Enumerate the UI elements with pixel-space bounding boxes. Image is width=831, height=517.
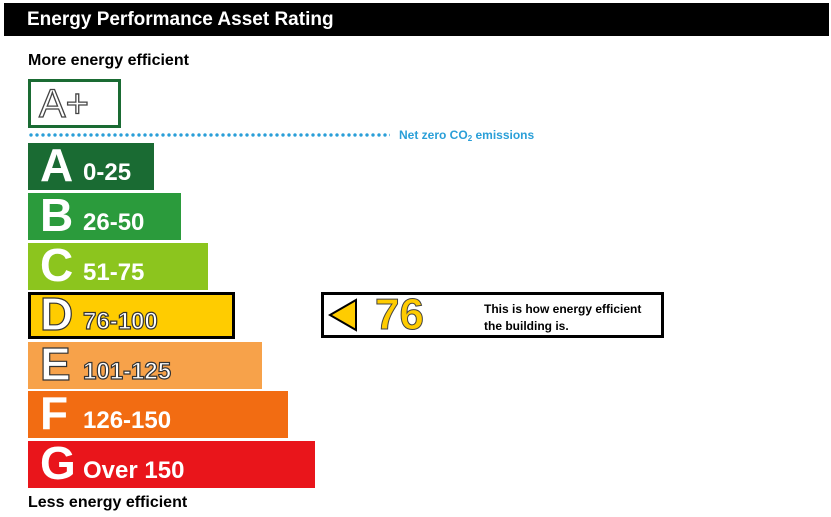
rating-score: 76 — [375, 290, 425, 339]
band-a: A 0-25 — [28, 139, 154, 191]
page-title: Energy Performance Asset Rating — [4, 3, 829, 36]
band-letter: C — [40, 239, 74, 291]
net-zero-label: Net zero CO2 emissions — [399, 128, 534, 143]
band-letter: E — [39, 338, 71, 390]
band-g: G Over 150 — [28, 437, 315, 489]
aplus-label: A+ — [38, 81, 90, 126]
band-range: 26-50 — [83, 209, 145, 236]
band-letter: F — [40, 387, 69, 439]
more-efficient-caption: More energy efficient — [28, 52, 189, 69]
band-range: 76-100 — [82, 307, 158, 335]
band-range: 0-25 — [83, 159, 132, 186]
net-zero-dotted-line — [28, 133, 390, 137]
arrow-shape — [328, 298, 357, 332]
aplus-band: A+ — [28, 79, 121, 128]
band-c: C 51-75 — [28, 239, 208, 291]
rating-description-line-1: This is how energy efficient — [484, 302, 642, 316]
net-zero-label-sub: 2 — [467, 134, 473, 143]
band-range: 101-125 — [82, 357, 172, 385]
band-letter: G — [40, 437, 76, 489]
band-letter: D — [39, 288, 74, 340]
band-letter: B — [40, 189, 74, 241]
band-d: D 76-100 — [28, 288, 235, 340]
left-arrow-icon — [328, 298, 357, 332]
band-letter: A — [40, 139, 74, 191]
less-efficient-caption: Less energy efficient — [28, 494, 188, 511]
rating-description-line-2: the building is. — [484, 319, 569, 333]
band-range: 51-75 — [83, 259, 145, 286]
band-b: B 26-50 — [28, 189, 181, 241]
net-zero-label-prefix: Net zero CO — [399, 128, 468, 142]
band-f: F 126-150 — [28, 387, 288, 439]
rating-description: This is how energy efficient the buildin… — [484, 301, 664, 335]
rating-indicator: 76 This is how energy efficient the buil… — [321, 290, 664, 339]
band-range: 126-150 — [83, 407, 172, 434]
band-e: E 101-125 — [28, 338, 262, 390]
band-range: Over 150 — [83, 457, 185, 484]
net-zero-label-suffix: emissions — [472, 128, 535, 142]
